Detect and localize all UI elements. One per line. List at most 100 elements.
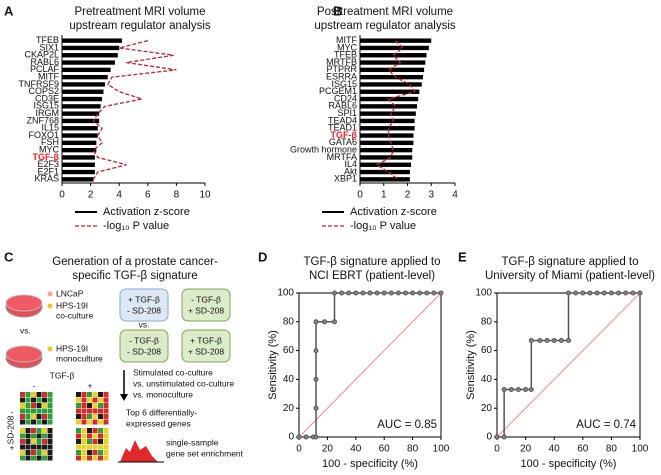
point [353, 290, 359, 296]
y-tick-label: 100 [475, 288, 492, 299]
heat-cell [25, 428, 31, 433]
x-tick-label: 6 [145, 190, 151, 201]
bar [360, 82, 422, 87]
panel-label: C [4, 249, 14, 264]
x-tick-label: 0 [357, 190, 363, 201]
bar [62, 60, 115, 65]
heat-cell [103, 455, 109, 461]
title: Generation of a prostate cancer- [52, 256, 218, 268]
diagonal [298, 292, 442, 438]
heat-cell [76, 444, 81, 450]
text: HPS-19I [56, 300, 88, 310]
heat-cell [47, 428, 53, 433]
line [375, 40, 416, 180]
bar [62, 96, 103, 102]
y-tick-label: 20 [481, 403, 493, 414]
heat-cell [103, 419, 109, 425]
x-axis-label: 100 - specificity (%) [322, 458, 418, 470]
x-axis-label: 100 - specificity (%) [521, 458, 617, 470]
text: + TGF-β [190, 335, 222, 345]
category-label: Growth hormone [290, 145, 357, 155]
point [332, 290, 337, 296]
box [119, 288, 169, 322]
point [313, 319, 319, 325]
heat-cell [47, 419, 53, 425]
heat-cell [103, 450, 109, 455]
box [181, 329, 231, 363]
heat-cell [103, 408, 109, 414]
y-tick-label: 20 [283, 403, 295, 414]
heat-cell [92, 414, 98, 419]
x-tick-label: 20 [520, 444, 532, 455]
heat-cell [36, 439, 42, 444]
bar [360, 177, 410, 182]
y-axis-label: Sensitivity (%) [465, 330, 477, 400]
point [417, 290, 423, 296]
heat-cell [92, 392, 98, 397]
heat-cell [25, 397, 31, 403]
point [381, 290, 387, 296]
heat-cell [76, 419, 81, 425]
text: vs. monoculture [133, 389, 193, 399]
heat-cell [92, 444, 98, 450]
x-tick-label: 2 [88, 190, 94, 201]
text: HPS-19I [56, 343, 88, 353]
point [403, 290, 408, 296]
heat-cell [76, 428, 81, 433]
bar [62, 177, 94, 182]
x-tick-label: 40 [549, 444, 561, 455]
text: + [10, 442, 15, 452]
point [608, 290, 614, 296]
dot [47, 303, 53, 309]
heat-cell [98, 450, 103, 455]
chart-title: TGF-β signature applied to [501, 256, 638, 268]
heat-cell [98, 392, 103, 397]
heat-cell [36, 450, 42, 455]
category-label: COPS2 [28, 86, 59, 96]
text: single-sample [166, 437, 219, 447]
dish [5, 345, 43, 363]
point [395, 290, 401, 296]
panel-label: D [258, 249, 267, 264]
point [501, 434, 507, 440]
point [332, 319, 337, 325]
point [537, 338, 543, 344]
text: - TGF-β [129, 335, 159, 345]
heat-cell [103, 439, 109, 444]
text: + TGF-β [128, 294, 160, 304]
heat-cell [42, 419, 47, 425]
bar [360, 45, 429, 51]
point [566, 290, 571, 296]
heat-cell [31, 450, 36, 455]
enrichment-shape [120, 440, 158, 462]
point [523, 386, 529, 392]
heat-cell [103, 392, 109, 397]
y-tick-label: 60 [481, 345, 493, 356]
point [431, 290, 437, 296]
heat-cell [81, 428, 87, 433]
point [313, 434, 319, 440]
x-tick-label: 0 [494, 444, 500, 455]
arrow-head [120, 394, 128, 401]
point [339, 290, 345, 296]
y-tick-label: 80 [481, 316, 493, 327]
heat-cell [31, 455, 36, 461]
x-tick-label: 10 [199, 190, 211, 201]
heat-cell [87, 419, 92, 425]
bar [62, 74, 108, 80]
text: vs. [139, 319, 150, 329]
heat-cell [47, 444, 53, 450]
heat-cell [47, 408, 53, 414]
heat-cell [98, 444, 103, 450]
point [601, 290, 607, 296]
category-label: TEAD4 [328, 115, 357, 125]
heat-cell [25, 419, 31, 425]
chart-title: Pretreatment MRI volume [74, 6, 205, 18]
text: expressed genes [126, 418, 191, 428]
category-label: Akt [344, 166, 358, 176]
category-label: FOXO1 [28, 130, 59, 140]
text: SD-208 [5, 415, 15, 444]
heat-cell [31, 397, 36, 403]
text: TGF-β [50, 370, 75, 380]
heat-cell [20, 444, 25, 450]
